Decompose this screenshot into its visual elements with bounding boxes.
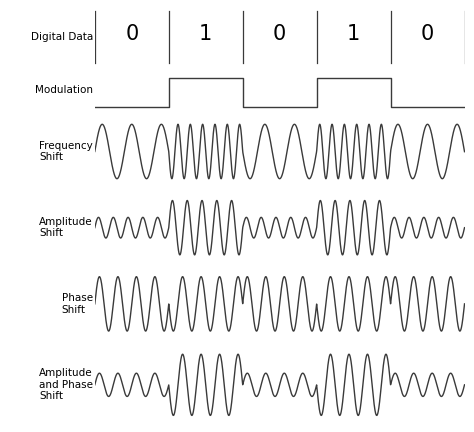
Text: Amplitude
and Phase
Shift: Amplitude and Phase Shift — [39, 368, 93, 401]
Text: Digital Data: Digital Data — [31, 32, 93, 42]
Text: Modulation: Modulation — [35, 85, 93, 95]
Text: Frequency
Shift: Frequency Shift — [39, 141, 93, 162]
Text: 1: 1 — [199, 24, 212, 44]
Text: Phase
Shift: Phase Shift — [62, 293, 93, 314]
Text: 0: 0 — [273, 24, 286, 44]
Text: 1: 1 — [347, 24, 360, 44]
Text: 0: 0 — [125, 24, 138, 44]
Text: 0: 0 — [421, 24, 434, 44]
Text: Amplitude
Shift: Amplitude Shift — [39, 217, 93, 238]
